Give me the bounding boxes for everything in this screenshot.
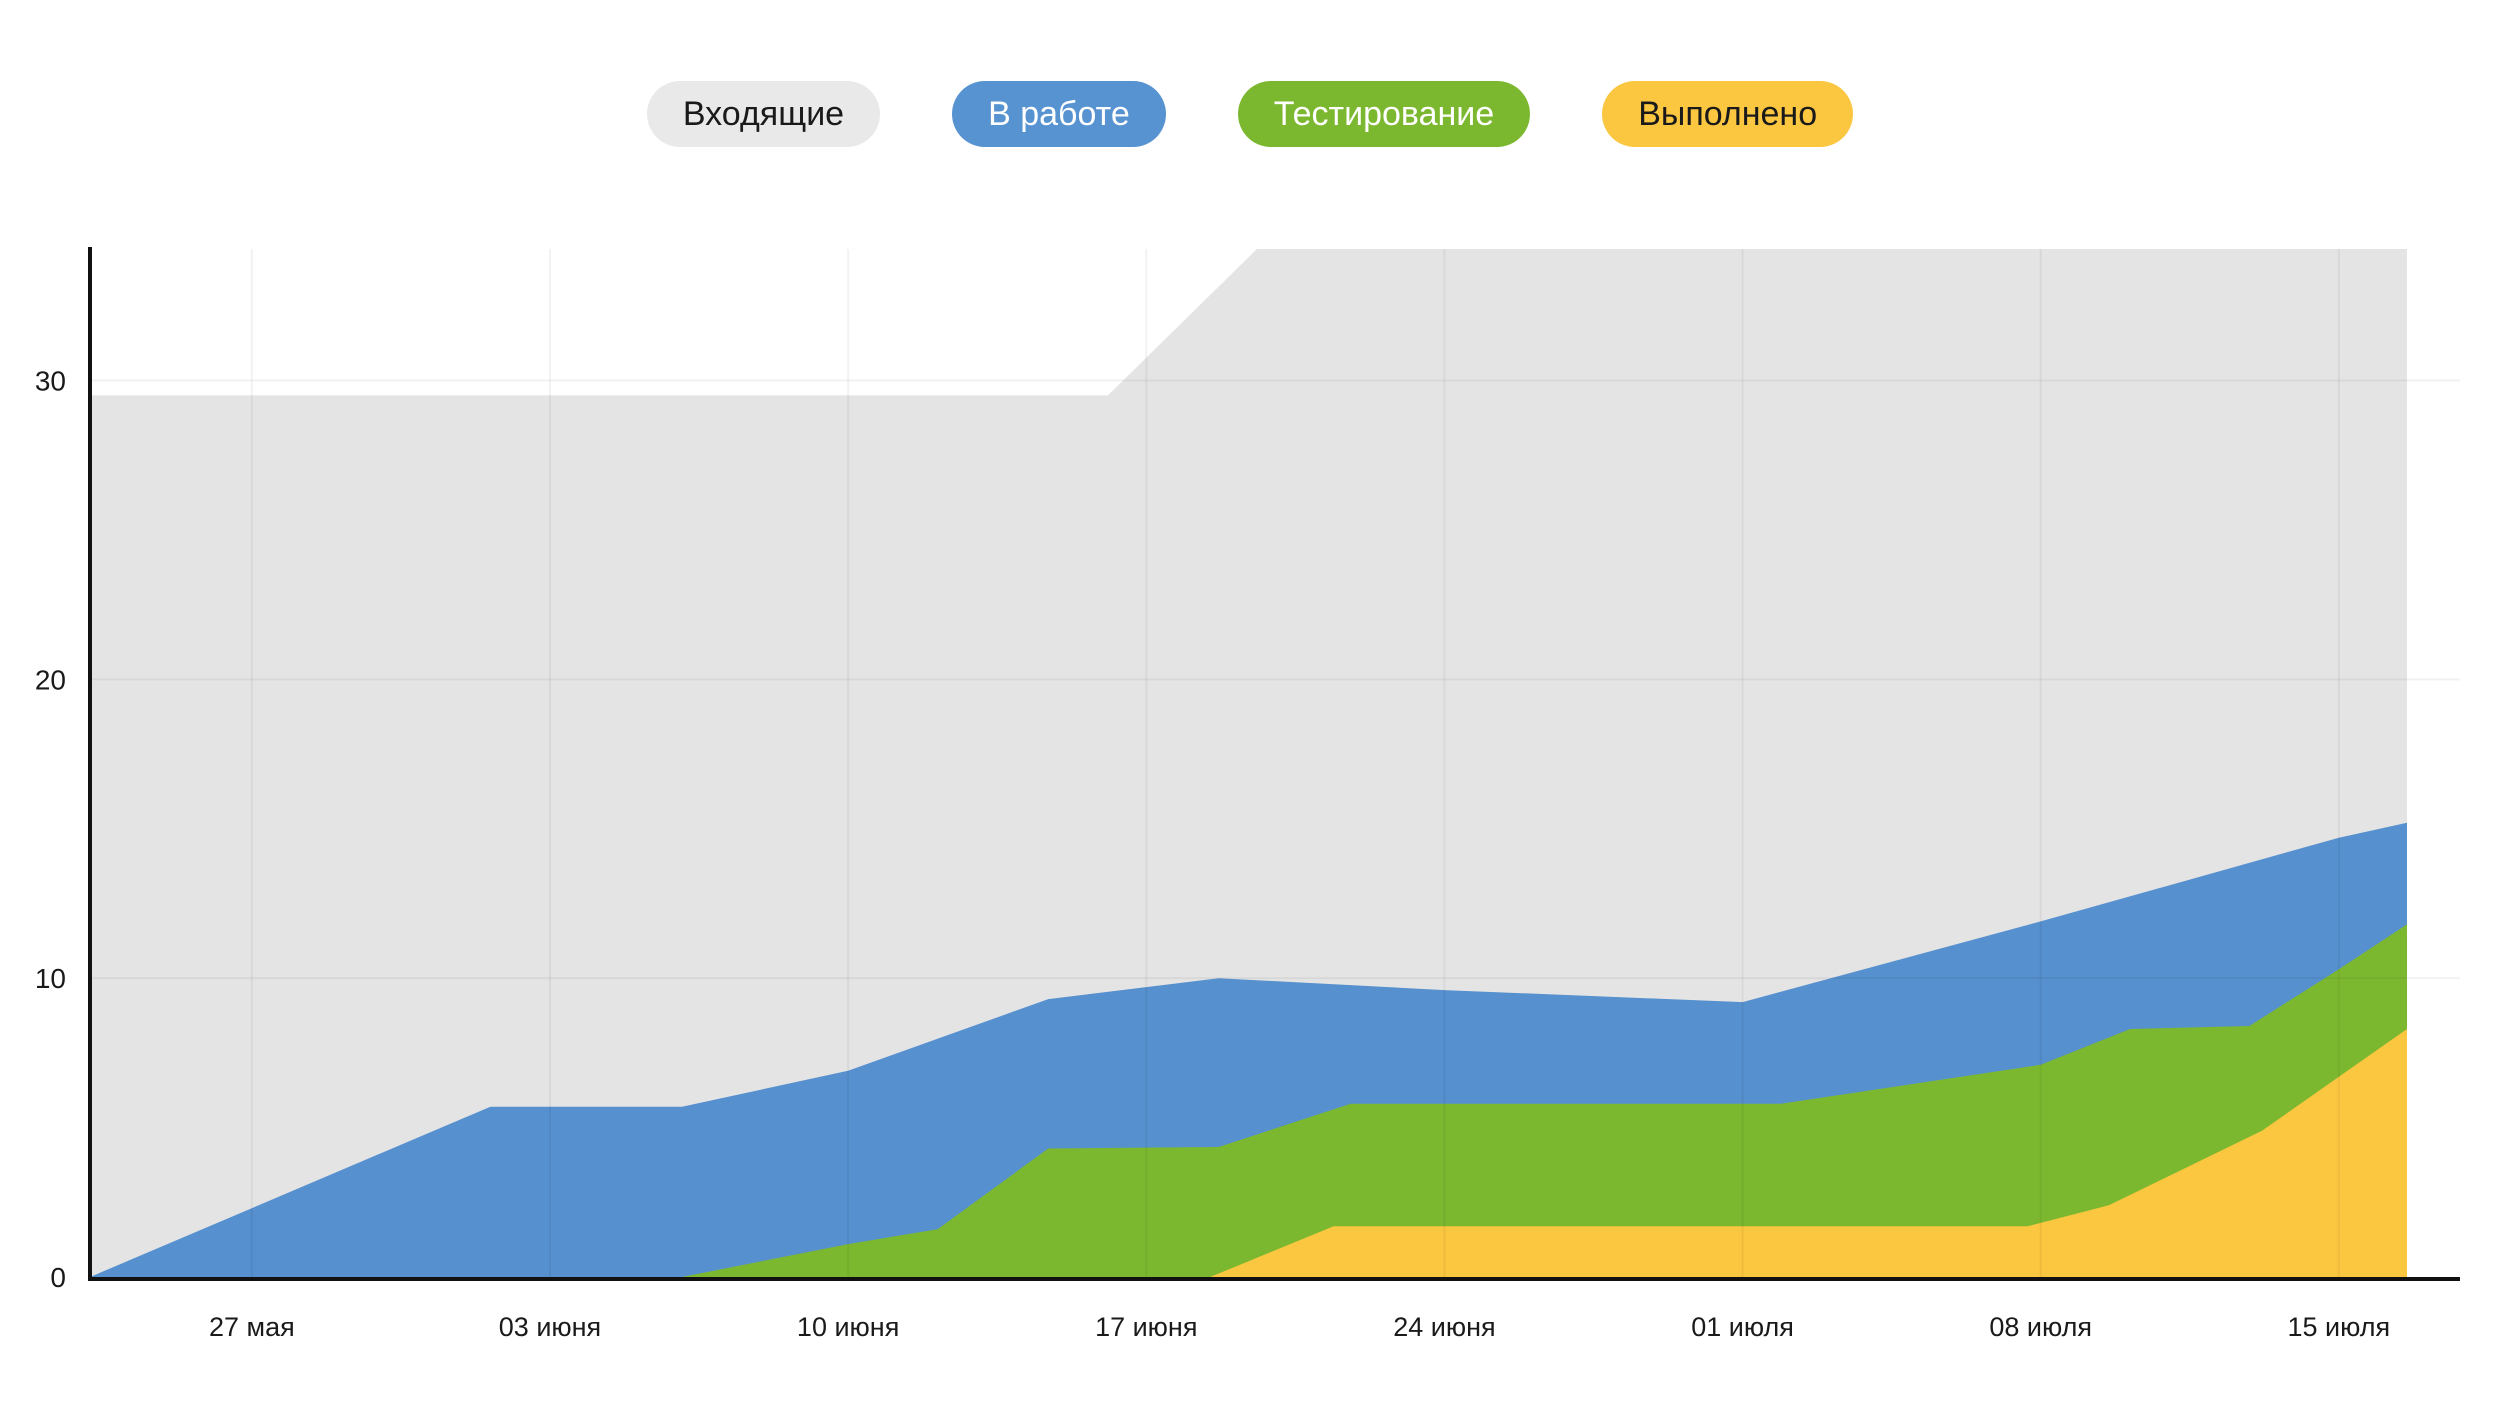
- x-tick-label-0: 27 мая: [209, 1312, 295, 1342]
- x-tick-label-2: 10 июня: [797, 1312, 899, 1342]
- legend: Входящие В работе Тестирование Выполнено: [0, 81, 2500, 147]
- legend-pill-in-progress[interactable]: В работе: [952, 81, 1166, 147]
- legend-pill-incoming[interactable]: Входящие: [646, 81, 881, 147]
- y-tick-label-20: 20: [35, 664, 66, 695]
- y-tick-label-10: 10: [35, 963, 66, 994]
- area-testing: [90, 924, 2407, 1277]
- legend-pill-done[interactable]: Выполнено: [1602, 81, 1854, 147]
- x-tick-label-3: 17 июня: [1095, 1312, 1197, 1342]
- x-tick-label-5: 01 июля: [1691, 1312, 1794, 1342]
- area-done: [90, 1029, 2407, 1277]
- legend-pill-testing[interactable]: Тестирование: [1237, 81, 1531, 147]
- x-tick-label-7: 15 июля: [2288, 1312, 2391, 1342]
- y-tick-label-30: 30: [35, 365, 66, 396]
- x-tick-label-6: 08 июля: [1989, 1312, 2092, 1342]
- x-tick-label-4: 24 июня: [1393, 1312, 1495, 1342]
- x-tick-label-1: 03 июня: [499, 1312, 601, 1342]
- y-tick-label-0: 0: [50, 1262, 66, 1293]
